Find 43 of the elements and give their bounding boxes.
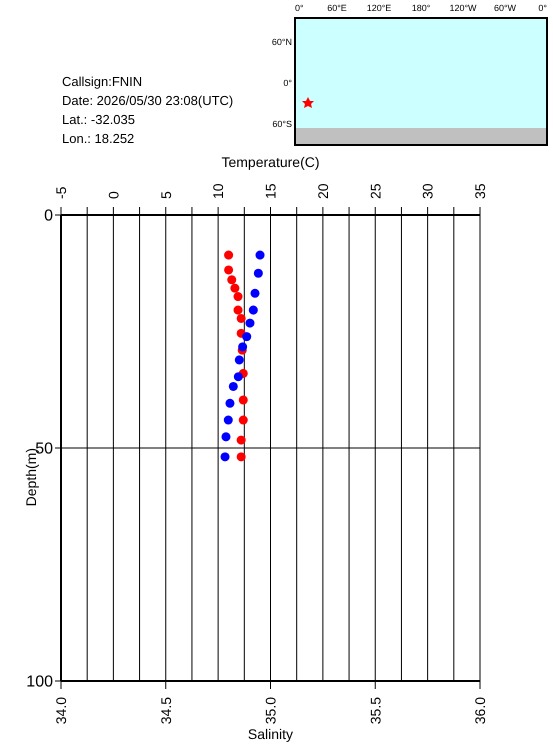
text: Lon.: 18.252 (62, 131, 134, 146)
text: 120°W (449, 3, 478, 13)
text: Date: 2026/05/30 23:08(UTC) (62, 93, 234, 108)
point (224, 265, 234, 274)
y-tick-label: 0 (44, 208, 54, 225)
point (236, 314, 246, 323)
text: 60°S (272, 119, 292, 129)
x2-tick-label: 5 (158, 191, 174, 199)
point (234, 306, 243, 315)
point (238, 416, 248, 425)
text: 180° (412, 3, 431, 13)
x-tick-label: 34.0 (53, 696, 69, 724)
y-tick-label: 100 (26, 674, 54, 691)
text: Lat.: -32.035 (62, 112, 135, 127)
x2-tick-label: 20 (314, 183, 331, 199)
text: Callsign:FNIN (62, 74, 142, 89)
text: 60°W (494, 3, 517, 13)
point (224, 250, 234, 260)
point (236, 436, 246, 445)
x2-tick-label: 25 (367, 183, 384, 199)
text: 0° (538, 3, 548, 13)
x-axis-title: Salinity (248, 726, 294, 742)
x2-tick-label: 30 (420, 183, 436, 199)
x2-tick-label: -5 (53, 186, 69, 199)
point (236, 452, 246, 462)
text: 120°E (366, 3, 392, 13)
text: 60°E (327, 3, 347, 13)
x-tick-label: 34.5 (158, 696, 174, 724)
x-tick-label: 36.0 (472, 696, 488, 724)
x2-tick-label: 10 (210, 183, 226, 199)
x2-tick-label: 0 (105, 191, 122, 199)
text: 0° (295, 3, 304, 13)
point (227, 275, 236, 284)
point (234, 292, 243, 302)
text: 0° (283, 78, 292, 88)
point (238, 395, 248, 405)
x2-tick-label: 15 (262, 183, 278, 199)
x2-axis-title: Temperature(C) (221, 154, 320, 170)
x-tick-label: 35.5 (367, 696, 384, 724)
x2-tick-label: 35 (472, 183, 488, 199)
x-tick-label: 35.0 (262, 696, 278, 724)
point (230, 284, 240, 293)
text: 60°N (272, 37, 292, 47)
